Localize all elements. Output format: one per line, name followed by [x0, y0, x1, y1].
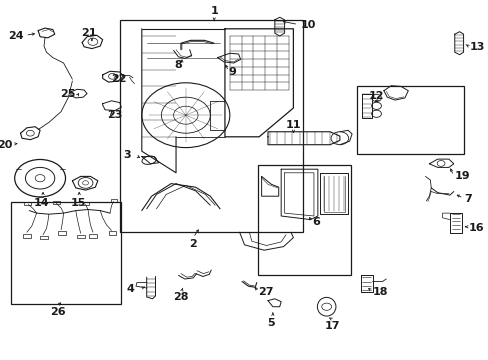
Bar	[89, 234, 97, 238]
Bar	[108, 231, 116, 235]
Text: 27: 27	[258, 287, 273, 297]
Text: 19: 19	[454, 171, 469, 181]
Bar	[11, 202, 121, 304]
Text: 6: 6	[311, 217, 319, 228]
Text: 12: 12	[368, 91, 384, 101]
Bar	[110, 199, 117, 202]
Text: 5: 5	[267, 318, 275, 328]
Bar	[24, 202, 31, 205]
Bar	[77, 235, 85, 238]
Text: 4: 4	[126, 284, 134, 294]
Text: 7: 7	[464, 194, 471, 204]
Text: 20: 20	[0, 140, 12, 150]
Bar	[356, 86, 463, 154]
Text: 10: 10	[300, 20, 315, 30]
Text: 11: 11	[285, 120, 301, 130]
Text: 9: 9	[228, 67, 236, 77]
Bar	[58, 231, 65, 235]
Text: 2: 2	[189, 239, 197, 249]
Text: 23: 23	[107, 110, 122, 120]
Text: 25: 25	[61, 89, 76, 99]
Bar	[40, 236, 48, 239]
Text: 14: 14	[34, 198, 49, 208]
Bar	[120, 20, 303, 232]
Text: 15: 15	[70, 198, 86, 208]
Bar	[82, 202, 89, 205]
Text: 21: 21	[81, 28, 97, 38]
Text: 22: 22	[111, 74, 127, 84]
Text: 1: 1	[210, 6, 218, 16]
Text: 28: 28	[173, 292, 188, 302]
Text: 13: 13	[468, 42, 484, 52]
Text: 3: 3	[123, 150, 131, 160]
Text: 26: 26	[50, 307, 65, 317]
Bar	[23, 234, 31, 238]
Text: 17: 17	[324, 321, 340, 331]
Bar	[53, 201, 60, 204]
Text: 24: 24	[8, 31, 23, 41]
Text: 18: 18	[372, 287, 387, 297]
Text: 8: 8	[174, 60, 182, 70]
Text: 16: 16	[468, 222, 483, 233]
Bar	[258, 165, 350, 275]
